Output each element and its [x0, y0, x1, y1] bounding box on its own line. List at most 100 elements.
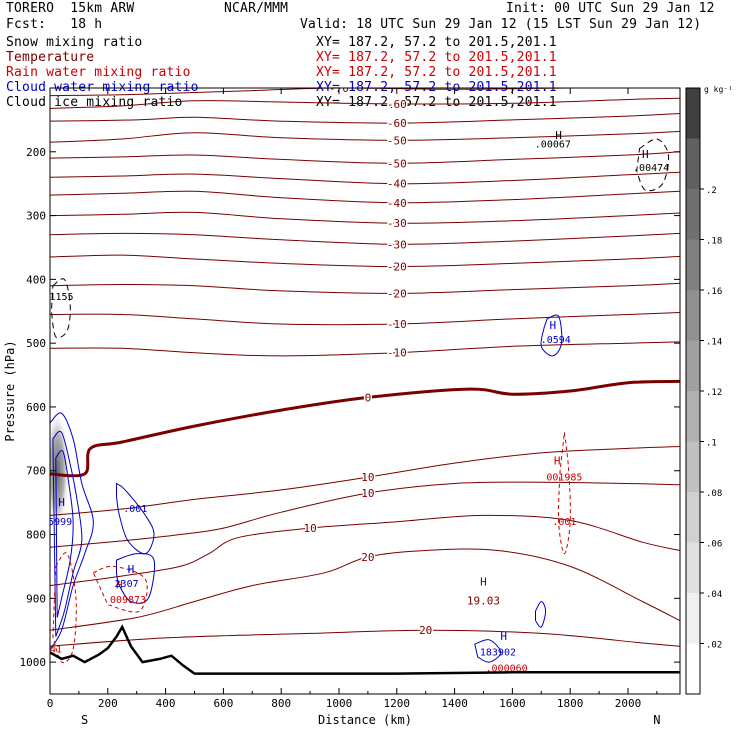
x-tick-label: 1600 — [499, 697, 526, 710]
colorbar-tick-label: .18 — [706, 237, 722, 247]
rain-value-label: 001985 — [546, 472, 582, 483]
colorbar-swatch — [686, 88, 700, 139]
y-tick-label: 800 — [26, 529, 46, 542]
y-tick-label: 300 — [26, 210, 46, 223]
max-marker-h: H — [480, 576, 487, 589]
colorbar-swatch — [686, 542, 700, 593]
colorbar-tick-label: .06 — [706, 540, 722, 550]
temperature-contour — [50, 629, 680, 647]
temperature-contour-label: 10 — [361, 487, 374, 500]
cloud-ice-contour — [636, 138, 670, 192]
temperature-contour — [50, 254, 680, 268]
cloud-water-value-label: .001 — [123, 504, 147, 515]
temperature-contour-label: 20 — [361, 551, 374, 564]
temperature-contour — [50, 171, 680, 185]
x-tick-label: 200 — [98, 697, 118, 710]
field-xy-rain: XY= 187.2, 57.2 to 201.5,201.1 — [316, 65, 557, 80]
temperature-contour-label: 10 — [303, 522, 316, 535]
cloud-ice-value-label: .00067 — [535, 139, 571, 150]
rain-value-label: 009873 — [110, 595, 146, 606]
temperature-contour — [50, 282, 680, 294]
y-tick-label: 700 — [26, 465, 46, 478]
south-end-label: S — [81, 713, 88, 727]
colorbar-swatch — [686, 189, 700, 240]
cloud-water-contour — [115, 482, 155, 555]
forecast-hour: Fcst: 18 h — [6, 17, 103, 32]
cloud-water-value-label: 2307 — [115, 579, 139, 590]
colorbar-tick-label: .1 — [706, 439, 717, 449]
temperature-contour-label: -40 — [387, 197, 407, 210]
north-end-label: N — [653, 713, 660, 727]
valid-time: Valid: 18 UTC Sun 29 Jan 12 (15 LST Sun … — [300, 17, 702, 32]
temperature-contour — [50, 446, 680, 516]
temperature-contour — [50, 232, 680, 245]
x-tick-label: 400 — [156, 697, 176, 710]
temperature-contour-label: -60 — [387, 98, 407, 111]
x-tick-label: 0 — [47, 697, 54, 710]
colorbar-tick-label: .14 — [706, 338, 722, 348]
plot-frame — [49, 87, 681, 695]
colorbar-swatch — [686, 340, 700, 391]
colorbar-swatch — [686, 593, 700, 644]
temperature-contour-label: -20 — [387, 261, 407, 274]
colorbar-swatch — [686, 441, 700, 492]
colorbar-swatch — [686, 492, 700, 543]
temperature-contour — [50, 97, 680, 109]
x-tick-label: 1000 — [326, 697, 353, 710]
x-tick-label: 1800 — [557, 697, 584, 710]
cloud-water-contour — [540, 314, 563, 357]
snow-shading — [50, 410, 70, 531]
temperature-contour — [50, 190, 680, 204]
temperature-contour — [50, 151, 680, 164]
temperature-contour-label: -40 — [387, 178, 407, 191]
temperature-contour-label: 20 — [419, 624, 432, 637]
cloud-ice-value-label: .00474 — [633, 163, 669, 174]
x-tick-label: 1400 — [441, 697, 468, 710]
rain-water-contour — [557, 432, 571, 555]
model-title: TORERO 15km ARW — [6, 1, 135, 16]
y-tick-label: 1000 — [20, 656, 47, 669]
x-tick-label: 800 — [271, 697, 291, 710]
temperature-contour-label: -20 — [387, 287, 407, 300]
cloud-water-contour — [115, 553, 155, 604]
y-tick-label: 200 — [26, 146, 46, 159]
cloud-water-value-label: .0594 — [541, 335, 571, 346]
max-marker-h: H — [550, 319, 557, 332]
x-axis-label: Distance (km) — [318, 713, 412, 727]
cloud-water-contour — [534, 600, 547, 628]
rain-value-label: .001 — [552, 517, 576, 528]
colorbar-tick-label: .16 — [706, 287, 722, 297]
field-xy-temperature: XY= 187.2, 57.2 to 201.5,201.1 — [316, 50, 557, 65]
field-xy-cloud-ice: XY= 187.2, 57.2 to 201.5,201.1 — [316, 95, 557, 110]
field-label-snow: Snow mixing ratio — [6, 35, 143, 50]
max-marker-h: H — [555, 129, 562, 142]
temperature-contour — [50, 548, 680, 631]
rain-value-label: .041 — [38, 645, 62, 656]
temperature-contour — [50, 379, 680, 478]
field-label-rain: Rain water mixing ratio — [6, 65, 191, 80]
temperature-contour-label: -10 — [387, 318, 407, 331]
temperature-contour-label: -60 — [387, 117, 407, 130]
cloud-ice-contour — [50, 278, 71, 339]
max-marker-h: H — [116, 579, 123, 592]
temperature-contour — [50, 312, 680, 326]
colorbar-unit-label: g kg⁻¹ — [704, 85, 733, 94]
colorbar-swatch — [686, 138, 700, 189]
colorbar-tick-label: .12 — [706, 388, 722, 398]
x-tick-label: 1200 — [384, 697, 411, 710]
rain-water-contour — [92, 565, 148, 613]
init-label: Init: 00 UTC Sun 29 Jan 12 — [506, 1, 715, 16]
temperature-contour — [50, 211, 680, 224]
cloud-water-contour — [474, 639, 502, 663]
colorbar-swatch — [686, 239, 700, 290]
cloud-water-contour — [55, 450, 74, 618]
cloud-ice-value-label: 1155 — [50, 292, 74, 303]
temperature-contour — [50, 88, 680, 97]
max-marker-h: H — [554, 454, 561, 467]
y-axis-label: Pressure (hPa) — [3, 340, 17, 441]
temperature-max-label: 19.03 — [467, 595, 500, 608]
temperature-contour-label: -10 — [387, 347, 407, 360]
rain-value-label: .000060 — [486, 664, 528, 675]
temperature-contour-label: 10 — [361, 471, 374, 484]
